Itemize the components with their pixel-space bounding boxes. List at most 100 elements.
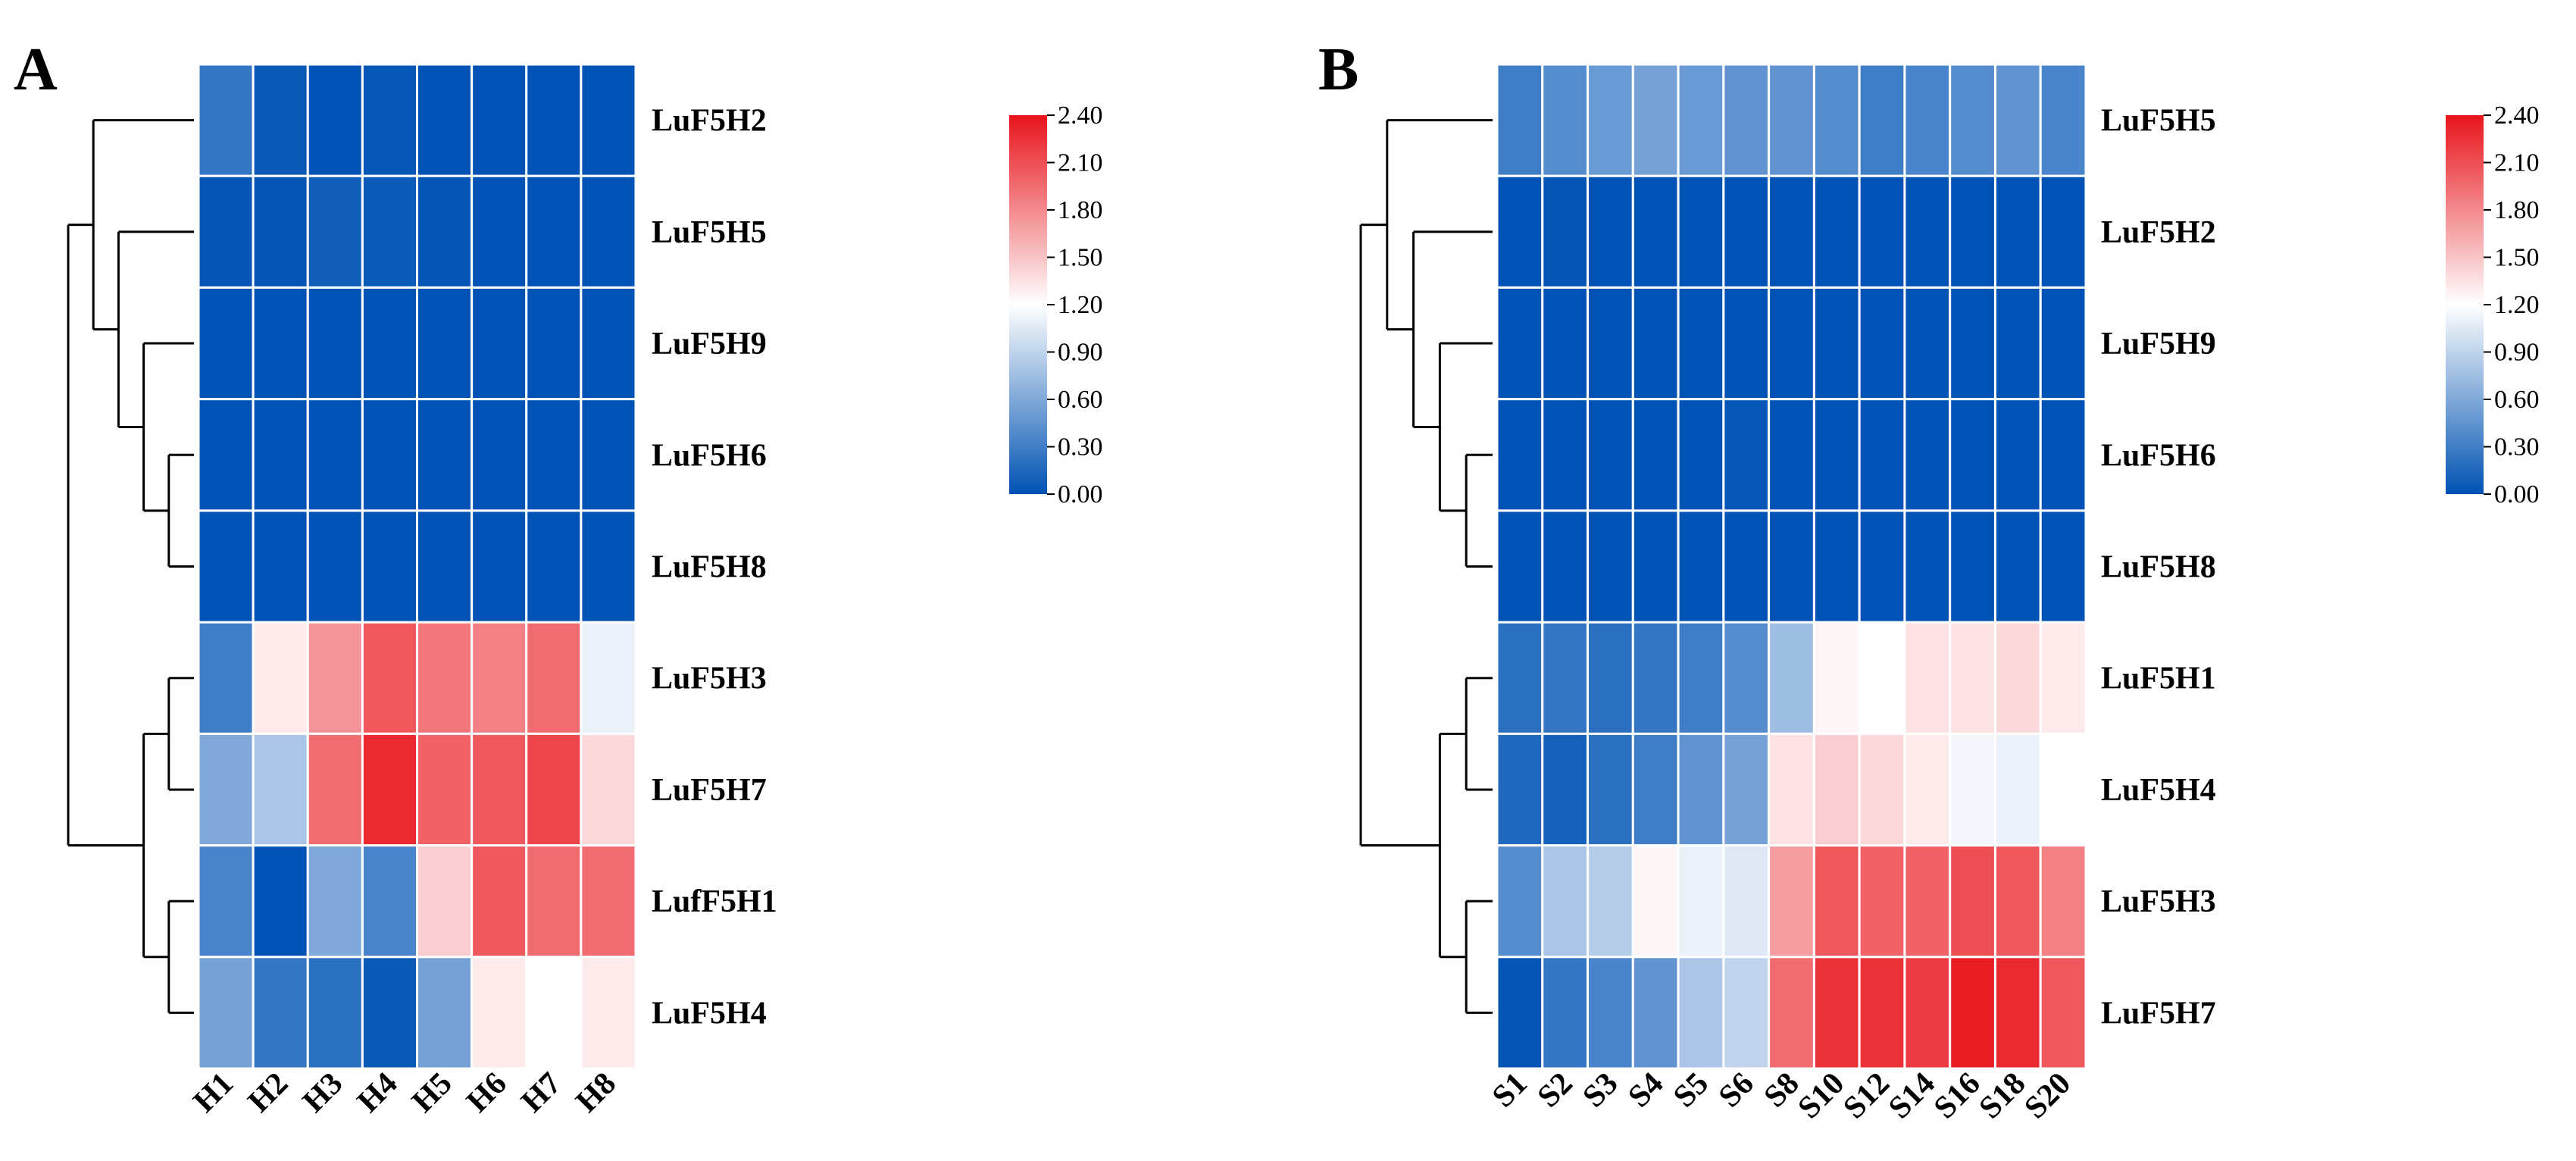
heatmap-cell — [1812, 509, 1861, 624]
row-label: LuF5H6 — [2101, 438, 2216, 473]
heatmap-cell — [416, 732, 474, 847]
heatmap-cell — [252, 956, 309, 1070]
heatmap-cell — [1858, 621, 1906, 735]
heatmap-cell — [416, 63, 474, 177]
colorbar-tick-label: 1.20 — [1058, 291, 1103, 319]
heatmap-cell — [1858, 509, 1906, 624]
heatmap-cell — [1768, 509, 1815, 624]
heatmap-cell — [1768, 621, 1815, 735]
panel-a-heatmap: A LuF5H2 LuF5H5 LuF5H9 LuF5H6 LuF5H8 LuF5H3 LuF… — [14, 36, 1103, 1119]
heatmap-cell — [580, 956, 637, 1070]
colorbar-tick-label: 0.30 — [2494, 433, 2540, 462]
heatmap-cell — [361, 956, 418, 1070]
heatmap-cell — [2039, 844, 2087, 959]
heatmap-cell — [2039, 621, 2087, 735]
heatmap-cell — [470, 63, 528, 177]
heatmap-cell — [1903, 63, 1952, 177]
heatmap-cell — [1541, 509, 1590, 624]
heatmap-cell — [1858, 63, 1906, 177]
heatmap-cell — [1903, 844, 1952, 959]
heatmap-cell — [306, 398, 364, 512]
heatmap-cell — [1768, 63, 1815, 177]
heatmap-cell — [1993, 63, 2042, 177]
heatmap-cell — [306, 174, 364, 289]
heatmap-cell — [197, 398, 255, 512]
row-label: LuF5H4 — [652, 996, 767, 1031]
colorbar — [2446, 115, 2484, 494]
heatmap-cell — [1903, 732, 1952, 847]
heatmap-cell — [1677, 956, 1725, 1070]
heatmap-cell — [1496, 63, 1544, 177]
heatmap-cell — [361, 63, 418, 177]
heatmap-cell — [361, 174, 418, 289]
heatmap-cell — [470, 844, 528, 959]
colorbar-tick-label: 2.10 — [1058, 149, 1103, 177]
row-label: LuF5H5 — [2101, 104, 2216, 139]
heatmap-cell — [306, 509, 364, 624]
heatmap-cell — [1949, 286, 1996, 401]
heatmap-cell — [1677, 174, 1725, 289]
heatmap-cell — [1631, 398, 1680, 512]
heatmap-cell — [197, 286, 255, 401]
heatmap-cell — [580, 621, 637, 735]
column-label: H4 — [351, 1066, 404, 1119]
heatmap-cell — [306, 621, 364, 735]
heatmap-cell — [306, 63, 364, 177]
column-label: H3 — [296, 1066, 349, 1119]
row-label: LufF5H1 — [652, 884, 777, 919]
colorbar-tick-label: 1.20 — [2494, 291, 2540, 319]
heatmap-cell — [252, 398, 309, 512]
heatmap-cell — [1631, 956, 1680, 1070]
heatmap-cell — [1768, 174, 1815, 289]
colorbar-tick-label: 1.50 — [1058, 244, 1103, 272]
heatmap-cell — [416, 286, 474, 401]
heatmap-cell — [1587, 286, 1634, 401]
heatmap-cell — [1768, 956, 1815, 1070]
heatmap-cell — [1993, 956, 2042, 1070]
column-label: S20 — [2018, 1066, 2077, 1126]
colorbar-tick-label: 2.40 — [1058, 102, 1103, 130]
row-label: LuF5H1 — [2101, 662, 2216, 696]
heatmap-cell — [1496, 732, 1544, 847]
heatmap-cell — [306, 732, 364, 847]
heatmap-cell — [197, 63, 255, 177]
heatmap-cell — [1812, 398, 1861, 512]
heatmap-cell — [1768, 398, 1815, 512]
heatmap-cell — [1903, 286, 1952, 401]
heatmap-cell — [1993, 621, 2042, 735]
heatmap-cell — [1993, 286, 2042, 401]
heatmap-cell — [306, 844, 364, 959]
row-label: LuF5H6 — [652, 438, 767, 473]
heatmap-cell — [525, 63, 583, 177]
heatmap-cell — [1768, 844, 1815, 959]
heatmap-cell — [1587, 174, 1634, 289]
heatmap-cell — [1631, 286, 1680, 401]
heatmap-cell — [1993, 732, 2042, 847]
heatmap-cell — [470, 174, 528, 289]
heatmap-cell — [416, 844, 474, 959]
heatmap-cell — [470, 398, 528, 512]
colorbar-tick-label: 0.90 — [2494, 339, 2540, 367]
heatmap-cell — [1677, 844, 1725, 959]
heatmap-cell — [1587, 844, 1634, 959]
heatmap-cell — [1631, 63, 1680, 177]
heatmap-cell — [1722, 956, 1771, 1070]
heatmap-cell — [1903, 174, 1952, 289]
column-label: S4 — [1621, 1066, 1670, 1115]
heatmap-cell — [361, 398, 418, 512]
heatmap-cell — [1858, 286, 1906, 401]
colorbar — [1009, 115, 1047, 494]
heatmap-cell — [361, 844, 418, 959]
heatmap-cell — [1949, 956, 1996, 1070]
heatmap-cell — [1949, 174, 1996, 289]
row-label: LuF5H8 — [2101, 550, 2216, 585]
heatmap-cell — [1812, 732, 1861, 847]
heatmap-cell — [416, 621, 474, 735]
heatmap-cell — [1949, 732, 1996, 847]
heatmap-cell — [252, 844, 309, 959]
colorbar-tick-label: 1.80 — [2494, 196, 2540, 224]
column-label: H6 — [460, 1066, 513, 1119]
column-label: H8 — [570, 1066, 623, 1119]
heatmap-cell — [1949, 621, 1996, 735]
heatmap-cell — [252, 621, 309, 735]
